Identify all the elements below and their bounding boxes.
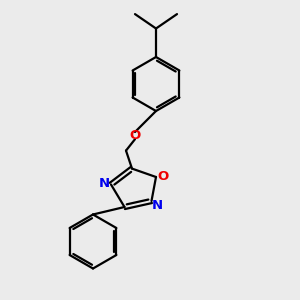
Text: N: N (151, 199, 163, 212)
Text: O: O (157, 169, 168, 183)
Text: O: O (129, 129, 141, 142)
Text: N: N (99, 177, 110, 190)
